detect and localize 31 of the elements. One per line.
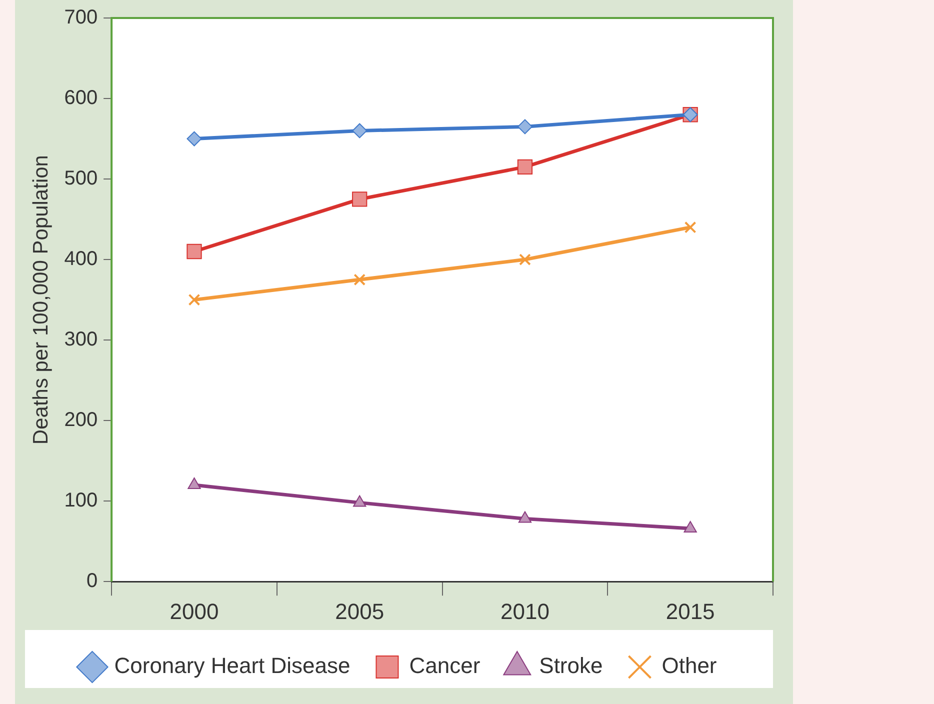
- y-tick-label: 500: [64, 168, 98, 190]
- legend-label: Stroke: [539, 653, 603, 678]
- point: [684, 221, 696, 234]
- point: [684, 520, 697, 532]
- point: [518, 511, 532, 523]
- point: [352, 123, 368, 138]
- x-tick-label: 2000: [170, 598, 219, 624]
- y-tick-label: 600: [64, 87, 98, 110]
- x-tick-label: 2010: [500, 598, 550, 624]
- y-tick-label: 200: [64, 409, 98, 432]
- legend-label: Coronary Heart Disease: [114, 653, 350, 678]
- y-tick-label: 0: [86, 570, 98, 592]
- y-tick-label: 400: [64, 248, 98, 270]
- point: [186, 131, 202, 146]
- legend-label: Other: [662, 653, 717, 678]
- y-tick-label: 700: [64, 6, 98, 29]
- point: [519, 254, 531, 266]
- point: [188, 477, 201, 489]
- point: [353, 495, 366, 507]
- point: [188, 294, 200, 306]
- x-tick-label: 2015: [666, 598, 715, 624]
- legend-label: Cancer: [409, 653, 480, 678]
- x-tick-label: 2005: [335, 598, 384, 624]
- y-tick-label: 100: [64, 490, 98, 512]
- point: [352, 192, 368, 207]
- point: [354, 274, 366, 286]
- point: [517, 119, 532, 134]
- y-axis-title: Deaths per 100,000 Population: [29, 155, 52, 445]
- y-tick-label: 300: [64, 328, 98, 351]
- point: [517, 159, 533, 175]
- point: [186, 244, 202, 260]
